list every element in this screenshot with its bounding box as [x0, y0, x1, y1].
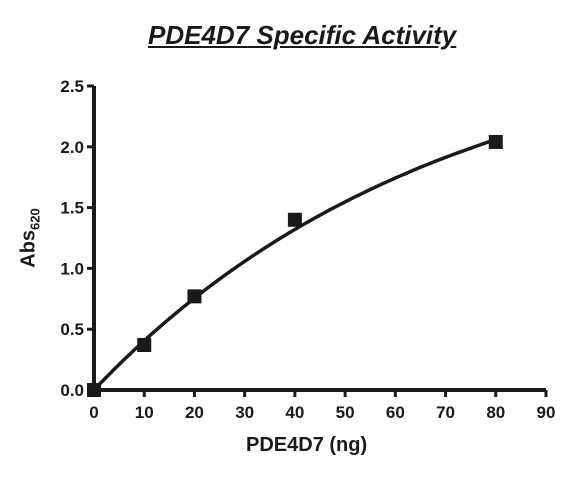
- x-axis-label: PDE4D7 (ng): [246, 434, 368, 456]
- x-tick-label: 10: [135, 403, 154, 422]
- data-point: [488, 134, 503, 149]
- x-tick-label: 90: [537, 403, 556, 422]
- x-tick-label: 80: [486, 403, 505, 422]
- data-point: [137, 338, 152, 353]
- axes: [92, 86, 546, 392]
- data-point: [87, 383, 101, 397]
- y-tick-label: 1.0: [60, 259, 84, 278]
- y-tick-label: 0.5: [60, 320, 84, 339]
- data-points: [87, 134, 503, 397]
- data-point: [187, 289, 202, 304]
- x-tick-label: 50: [336, 403, 355, 422]
- y-tick-label: 2.0: [60, 138, 84, 157]
- x-tick-label: 30: [235, 403, 254, 422]
- x-tick-label: 20: [185, 403, 204, 422]
- y-tick-label: 2.5: [60, 77, 84, 96]
- ticks: 0 10 20 30 40 50 60 70 80 90 0.0 0.5 1.0 1.5 2.0 2.5: [60, 77, 555, 422]
- data-point: [287, 212, 302, 227]
- x-tick-label: 40: [285, 403, 304, 422]
- y-tick-label: 0.0: [60, 381, 84, 400]
- fit-curve: [92, 137, 497, 392]
- x-tick-label: 0: [89, 403, 98, 422]
- x-tick-label: 60: [386, 403, 405, 422]
- fit-curve-layer: [92, 137, 497, 392]
- chart-title: PDE4D7 Specific Activity: [148, 20, 457, 50]
- y-tick-label: 1.5: [60, 199, 84, 218]
- x-tick-label: 70: [436, 403, 455, 422]
